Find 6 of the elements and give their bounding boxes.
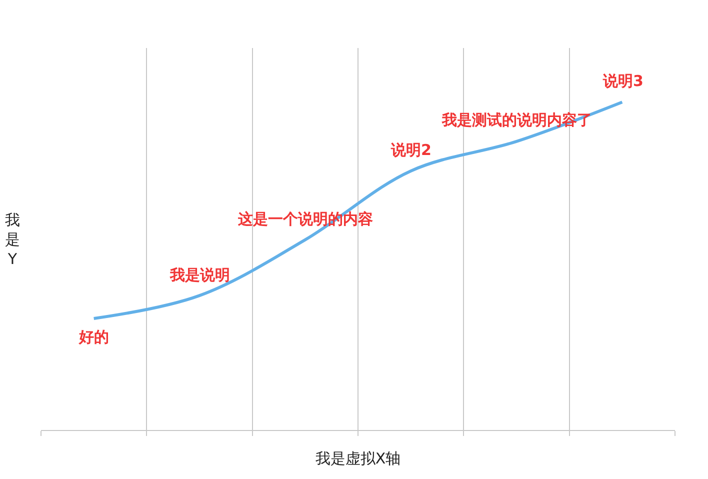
annotation: 说明2	[390, 141, 432, 159]
text: 说明3	[602, 72, 644, 90]
annotation: 我是说明	[169, 266, 230, 284]
annotation: 好的	[78, 328, 109, 346]
y-axis-title: 我是Y	[5, 211, 20, 268]
x-axis-title: 我是虚拟X轴	[315, 449, 401, 468]
